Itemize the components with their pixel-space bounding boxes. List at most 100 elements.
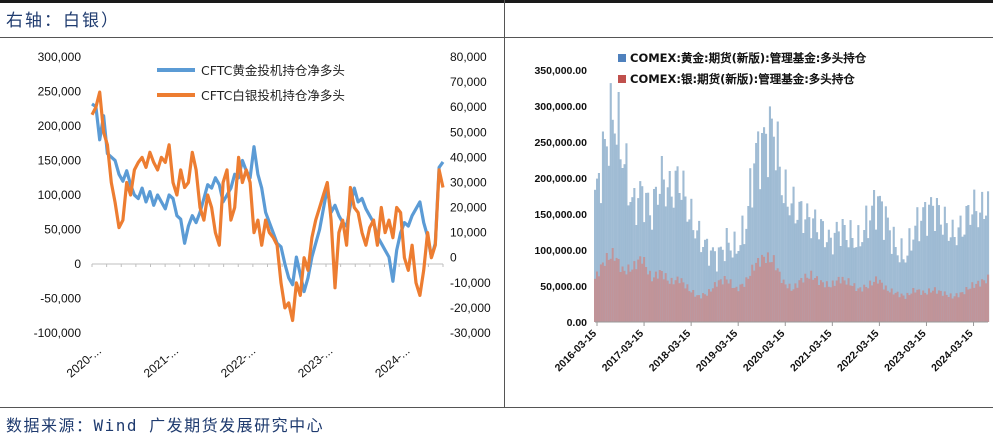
gold-long-bar bbox=[892, 226, 895, 322]
silver-long-bar bbox=[798, 280, 801, 322]
left-axis-tick-label: 250,000 bbox=[38, 85, 82, 99]
x-axis-tick-label: 2022-... bbox=[218, 344, 258, 381]
y-axis-tick-label: 350,000.00 bbox=[534, 65, 587, 77]
silver-long-bar bbox=[882, 289, 885, 322]
right-axis-tick-label: -20,000 bbox=[450, 301, 491, 315]
right-axis-tick-label: 50,000 bbox=[450, 125, 487, 139]
x-axis-tick-label: 2016-03-15 bbox=[553, 328, 600, 375]
gold-long-bar bbox=[596, 178, 599, 322]
gold-long-bar bbox=[928, 204, 931, 322]
silver-long-bar bbox=[761, 254, 764, 322]
gold-long-bar bbox=[835, 221, 838, 322]
gold-long-bar bbox=[658, 193, 661, 322]
right-chart-legend: COMEX:黄金:期货(新版):管理基金:多头持仓 COMEX:银:期货(新版):… bbox=[618, 51, 867, 86]
silver-long-bar bbox=[863, 284, 866, 322]
gold-long-bar bbox=[680, 199, 683, 322]
y-axis-tick-label: 100,000.00 bbox=[534, 245, 587, 257]
gold-long-bar bbox=[918, 241, 921, 322]
silver-long-bar bbox=[757, 258, 760, 322]
silver-long-bar bbox=[678, 283, 681, 322]
gold-long-bar bbox=[660, 156, 663, 322]
silver-long-bar bbox=[833, 285, 836, 322]
silver-long-bar bbox=[835, 280, 838, 322]
gold-long-bar bbox=[649, 215, 652, 322]
silver-long-bar bbox=[900, 293, 903, 322]
silver-long-bar bbox=[800, 278, 803, 322]
silver-legend-label: CFTC白银投机持仓净多头 bbox=[201, 88, 345, 103]
silver-long-bar bbox=[979, 286, 982, 322]
silver-long-bar bbox=[961, 292, 964, 322]
silver-long-bar bbox=[766, 252, 769, 322]
gold-long-bar bbox=[908, 228, 911, 322]
silver-long-bar bbox=[904, 298, 907, 322]
silver-long-bar bbox=[880, 282, 883, 322]
gold-long-bar bbox=[802, 233, 805, 322]
silver-long-bar bbox=[928, 288, 931, 322]
gold-long-bar bbox=[615, 144, 618, 322]
gold-long-bar bbox=[969, 224, 972, 322]
silver-long-bar bbox=[688, 291, 691, 322]
silver-long-bar bbox=[969, 288, 972, 322]
gold-long-bar bbox=[818, 239, 821, 322]
gold-long-bar bbox=[920, 220, 923, 322]
silver-long-bar bbox=[725, 279, 728, 322]
silver-long-bar bbox=[745, 277, 748, 322]
gold-long-bar bbox=[694, 238, 697, 322]
right-axis-tick-label: 80,000 bbox=[450, 50, 487, 64]
silver-long-bar bbox=[700, 298, 703, 322]
gold-long-bar bbox=[894, 247, 897, 322]
chart-comex-long-positions: 350,000.00 300,000.00 250,000.00 200,000.00… bbox=[534, 51, 990, 375]
gold-long-bar bbox=[733, 231, 736, 322]
gold-long-bar bbox=[597, 173, 600, 322]
gold-long-bar bbox=[827, 229, 830, 322]
silver-long-bar bbox=[812, 279, 815, 322]
gold-long-bar bbox=[613, 133, 616, 322]
gold-long-bar bbox=[886, 217, 889, 322]
chart-cftc-net-long: 300,000 250,000 200,000 150,000 100,000 50,00… bbox=[34, 50, 491, 381]
gold-long-bar bbox=[888, 230, 891, 322]
gold-long-bar bbox=[645, 192, 648, 322]
gold-long-bar bbox=[755, 143, 758, 322]
silver-long-bar bbox=[973, 287, 976, 322]
gold-long-bar bbox=[794, 223, 797, 322]
gold-long-bar bbox=[792, 186, 795, 322]
silver-long-bar bbox=[888, 292, 891, 322]
silver-long-bar bbox=[597, 276, 600, 322]
gold-long-bar bbox=[766, 177, 769, 322]
gold-long-bar bbox=[639, 181, 642, 322]
gold-long-bar bbox=[664, 206, 667, 322]
silver-long-bar bbox=[645, 267, 648, 322]
gold-long-bar bbox=[821, 221, 824, 322]
silver-long-bar bbox=[751, 264, 754, 322]
gold-long-bar bbox=[865, 205, 868, 322]
gold-long-bar bbox=[656, 204, 659, 322]
silver-long-bar bbox=[674, 280, 677, 322]
silver-long-bar bbox=[884, 285, 887, 322]
silver-long-bar bbox=[878, 279, 881, 322]
gold-long-bar bbox=[957, 227, 960, 322]
silver-long-bar bbox=[845, 284, 848, 322]
silver-long-bar bbox=[686, 284, 689, 322]
gold-long-bar bbox=[653, 189, 656, 322]
gold-long-bar bbox=[782, 203, 785, 322]
gold-long-bar bbox=[841, 219, 844, 322]
gold-long-bar bbox=[772, 136, 775, 322]
silver-long-bar bbox=[820, 280, 823, 322]
silver-long-bar bbox=[926, 294, 929, 322]
silver-long-bar bbox=[768, 262, 771, 322]
gold-long-bar bbox=[706, 238, 709, 322]
gold-long-bar bbox=[987, 191, 990, 322]
gold-long-bar bbox=[768, 106, 771, 323]
gold-long-bar bbox=[609, 83, 612, 322]
gold-long-bar bbox=[688, 219, 691, 322]
gold-long-bar bbox=[981, 191, 984, 322]
silver-long-bar bbox=[965, 287, 968, 322]
gold-long-bar bbox=[700, 252, 703, 322]
silver-long-bar bbox=[735, 286, 738, 322]
silver-long-bar bbox=[939, 290, 942, 322]
silver-long-bar bbox=[839, 283, 842, 322]
silver-long-bar bbox=[922, 290, 925, 322]
gold-long-bar bbox=[896, 255, 899, 322]
gold-long-bar bbox=[739, 245, 742, 322]
gold-long-bar bbox=[912, 239, 915, 322]
